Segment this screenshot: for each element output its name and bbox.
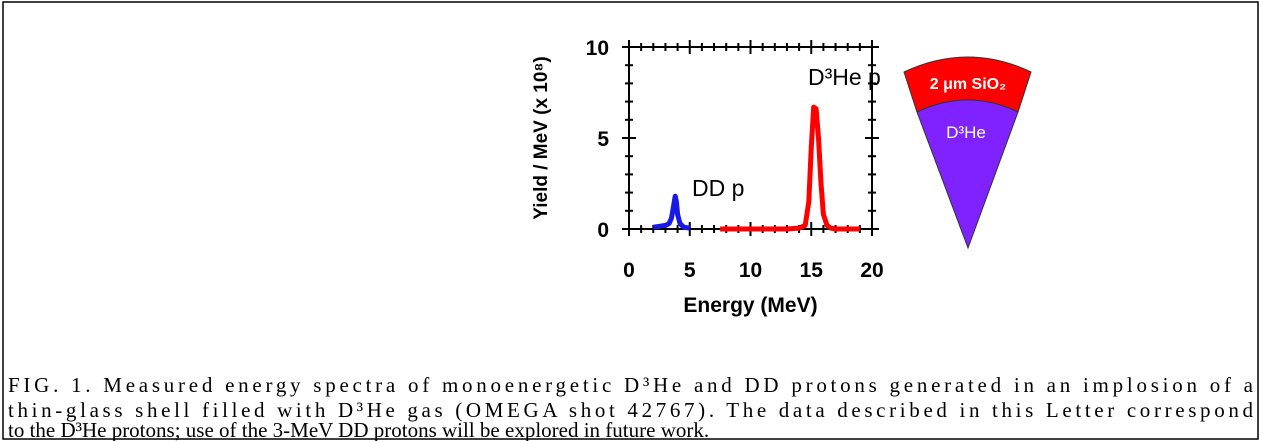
x-axis-label: Energy (MeV)	[683, 294, 817, 317]
caption-line: to the D³He protons; use of the 3-MeV DD…	[8, 418, 709, 441]
gas-core	[916, 99, 1019, 250]
y-tick-label: 5	[597, 128, 609, 151]
x-tick-label: 20	[860, 259, 883, 282]
shell-label: 2 μm SiO₂	[930, 76, 1006, 93]
series-label: DD p	[692, 175, 744, 201]
x-tick-label: 15	[800, 259, 824, 282]
data-line	[652, 193, 691, 231]
series-label: D³He p	[808, 64, 881, 90]
y-axis-label: Yield / MeV (x 10⁸)	[531, 56, 552, 220]
core-label: D³He	[946, 123, 986, 142]
caption-line: thin-glass shell filled with D³He gas (O…	[8, 398, 1253, 422]
x-tick-label: 0	[623, 259, 635, 282]
x-tick-label: 5	[684, 259, 696, 282]
y-tick-label: 10	[586, 37, 609, 60]
x-tick-label: 10	[739, 259, 762, 282]
chart: 0 5 10 15 20 0 5 10 Energy (MeV) Yield / MeV (x 1…	[531, 37, 884, 317]
caption-line: FIG. 1. Measured energy spectra of monoe…	[8, 373, 1254, 397]
y-tick-label: 0	[597, 219, 609, 242]
data-line	[720, 104, 860, 232]
